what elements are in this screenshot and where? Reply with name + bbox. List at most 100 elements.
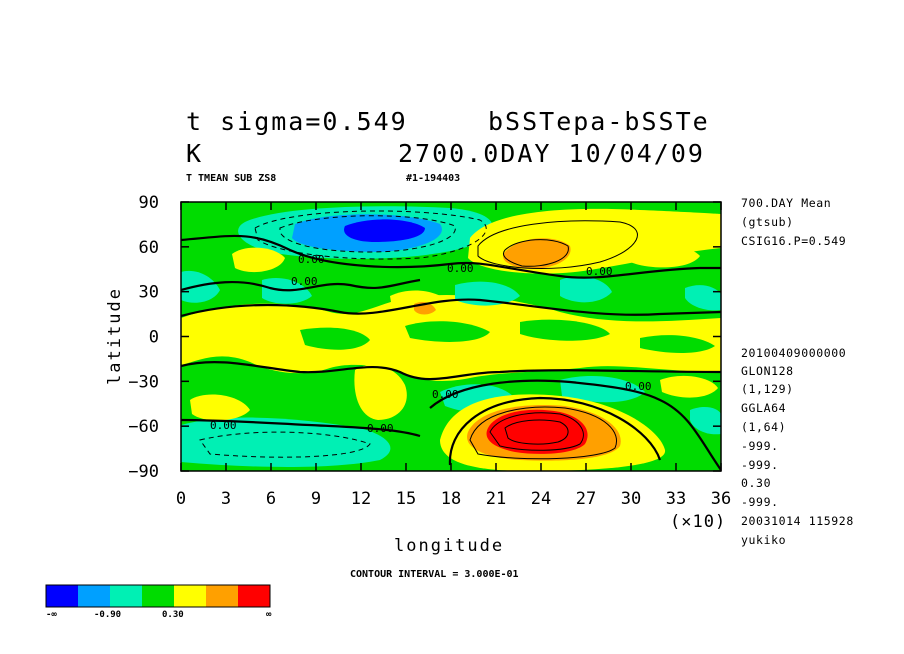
field-yellow-north-west	[232, 247, 285, 273]
y-tick-label: 60	[139, 238, 159, 258]
contour-label: 0.00	[210, 419, 237, 432]
field-cyan-30n-west	[181, 270, 220, 303]
x-tick-label: 3	[221, 489, 231, 509]
colorbar-label: -0.90	[94, 610, 121, 620]
info-max: -999.	[741, 458, 779, 472]
title-variable: t sigma=0.549	[186, 107, 408, 136]
colorbar-swatch	[78, 585, 110, 607]
contour-label: 0.00	[447, 262, 474, 275]
field-cyan-30n-edge	[685, 285, 721, 311]
info-min: -999.	[741, 439, 779, 453]
field-yellow-south-west	[190, 394, 250, 421]
info-glon-range: (1,129)	[741, 382, 794, 396]
contour-pos-south-1	[469, 406, 617, 460]
info-gla-range: (1,64)	[741, 420, 787, 434]
field-red-south-max	[486, 409, 588, 454]
title-experiment: bSSTepa-bSSTe	[488, 107, 710, 136]
y-axis-title: latitude	[104, 287, 125, 385]
contour-zero-south-ring	[448, 396, 662, 466]
contour-label: 0.00	[367, 422, 394, 435]
contour-lines	[181, 210, 721, 471]
x-tick-label: 21	[486, 489, 506, 509]
contour-dashed-north-2	[279, 215, 456, 253]
contour-zero-north	[181, 234, 721, 279]
colorbar-swatch	[238, 585, 270, 607]
contour-label: 0.00	[625, 380, 652, 393]
field-cyan-south-west	[181, 417, 391, 467]
info-mean: 700.DAY Mean	[741, 196, 832, 210]
x-tick-label: 24	[531, 489, 551, 509]
contour-label: 0.00	[291, 275, 318, 288]
field-equatorial-green-2	[405, 321, 490, 342]
contour-label: 0.00	[432, 388, 459, 401]
contour-pos-north-1	[477, 220, 638, 269]
colorbar-frame	[45, 584, 271, 608]
contour-pos-north-2	[503, 239, 569, 267]
subtitle-right: #1-194403	[406, 173, 461, 184]
info-missing: -999.	[741, 495, 779, 509]
x-tick-label: 27	[576, 489, 596, 509]
contour-label: 0.00	[586, 265, 613, 278]
contour-fields	[181, 202, 721, 471]
x-tick-label: 0	[176, 489, 186, 509]
info-date: 20100409000000	[741, 346, 847, 360]
info-source: (gtsub)	[741, 215, 794, 229]
contour-zero-30n	[181, 278, 421, 292]
x-tick-label: 15	[396, 489, 416, 509]
colorbar: -∞ -0.90 0.30 ∞	[45, 584, 272, 620]
contour-zero-south-west	[181, 418, 421, 438]
colorbar-label: 0.30	[162, 610, 184, 620]
contour-zero-equator-n	[181, 298, 721, 318]
info-glon: GLON128	[741, 364, 794, 378]
contour-zero-south-east	[429, 379, 721, 471]
colorbar-swatch	[46, 585, 78, 607]
field-yellow-north-east	[628, 244, 700, 268]
x-tick-label: 36	[711, 489, 731, 509]
contour-pos-south-2	[489, 412, 584, 451]
colorbar-label: ∞	[266, 610, 272, 620]
info-level: CSIG16.P=0.549	[741, 234, 847, 248]
info-interval: 0.30	[741, 476, 772, 490]
x-tick-label: 12	[351, 489, 371, 509]
contour-pos-south-3	[504, 419, 569, 445]
contour-label: 0.00	[298, 253, 325, 266]
field-cyan-30n-far	[560, 276, 612, 303]
y-tick-label: −90	[128, 462, 159, 482]
y-tick-label: 90	[139, 193, 159, 213]
info-gla: GGLA64	[741, 401, 787, 415]
field-orange-north-high	[503, 238, 571, 269]
field-equatorial-green-1	[300, 327, 370, 350]
x-tick-label: 33	[666, 489, 686, 509]
colorbar-swatch	[110, 585, 142, 607]
colorbar-label: -∞	[46, 610, 57, 620]
field-equatorial-green-4	[640, 335, 715, 353]
field-blue-north-min	[344, 219, 425, 242]
x-axis-multiplier: (×10)	[670, 512, 727, 532]
y-tick-label: 30	[139, 283, 159, 303]
subtitle-left: T TMEAN SUB ZS8	[186, 173, 277, 184]
colorbar-swatch	[142, 585, 174, 607]
colorbar-swatch	[206, 585, 238, 607]
y-tick-label: 0	[149, 328, 159, 348]
contour-zero-equator-s	[181, 361, 721, 381]
info-created: 20031014 115928	[741, 514, 854, 528]
field-yellow-south-edge	[660, 375, 718, 398]
contour-dashed-south	[199, 431, 371, 458]
x-tick-label: 18	[441, 489, 461, 509]
field-cyan-south-edge	[690, 407, 721, 435]
title-time: 2700.0DAY 10/04/09	[398, 139, 705, 168]
contour-interval-label: CONTOUR INTERVAL = 3.000E-01	[350, 569, 519, 580]
y-tick-label: −60	[128, 417, 159, 437]
colorbar-swatch	[174, 585, 206, 607]
x-axis-title: longitude	[394, 536, 505, 556]
y-tick-label: −30	[128, 372, 159, 392]
contour-labels: 0.00 0.00 0.00 0.00 0.00 0.00 0.00 0.00	[210, 253, 652, 435]
x-tick-label: 9	[311, 489, 321, 509]
info-user: yukiko	[741, 533, 787, 547]
title-units: K	[186, 139, 204, 168]
x-tick-label: 30	[621, 489, 641, 509]
field-tropical-positive-ext	[354, 365, 407, 420]
x-tick-label: 6	[266, 489, 276, 509]
